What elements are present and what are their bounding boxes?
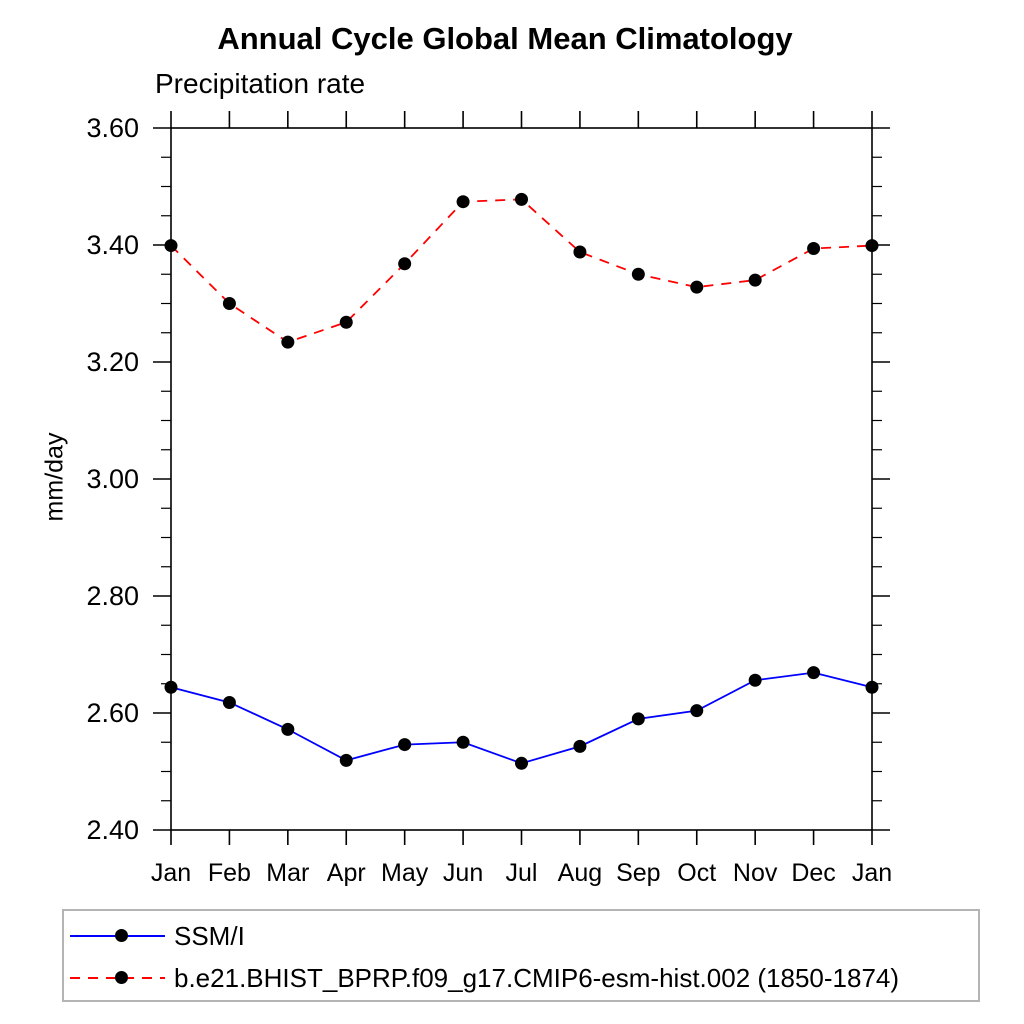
data-point-series-1	[573, 245, 587, 259]
series-line-1	[170, 198, 873, 344]
data-point-series-1	[281, 335, 295, 349]
x-tick-label: Jul	[506, 859, 538, 887]
data-point-series-0	[690, 704, 704, 718]
legend-label: SSM/I	[174, 921, 245, 951]
series-line-0	[170, 671, 873, 765]
chart-title: Annual Cycle Global Mean Climatology	[217, 21, 793, 56]
x-tick-label: Oct	[677, 859, 716, 887]
x-tick-label: Feb	[208, 859, 251, 887]
data-point-series-1	[807, 242, 821, 256]
legend-label: b.e21.BHIST_BPRP.f09_g17.CMIP6-esm-hist.…	[174, 963, 900, 993]
x-tick-label: Apr	[327, 859, 366, 887]
y-tick-label: 2.40	[86, 815, 139, 845]
x-tick-label: Dec	[791, 859, 835, 887]
y-tick-label: 3.40	[86, 230, 139, 260]
y-tick-label: 2.60	[86, 698, 139, 728]
data-point-series-1	[339, 315, 353, 329]
x-tick-label: Sep	[616, 859, 660, 887]
data-point-series-1	[398, 257, 412, 271]
data-point-series-0	[281, 722, 295, 736]
data-point-series-0	[573, 739, 587, 753]
x-tick-label: Jan	[151, 859, 191, 887]
data-point-series-1	[865, 239, 879, 253]
data-point-series-0	[222, 695, 236, 709]
x-tick-label: May	[381, 859, 429, 887]
data-point-series-1	[690, 280, 704, 294]
legend-marker-dot	[115, 971, 128, 984]
y-tick-label: 3.20	[86, 347, 139, 377]
legend-marker-dot	[115, 929, 128, 942]
data-point-series-0	[456, 735, 470, 749]
legend-entry-ssmi: SSM/I	[68, 923, 976, 949]
x-tick-label: Mar	[266, 859, 309, 887]
x-tick-label: Jun	[443, 859, 483, 887]
legend-entry-model: b.e21.BHIST_BPRP.f09_g17.CMIP6-esm-hist.…	[68, 965, 976, 991]
data-point-series-1	[515, 192, 528, 206]
data-point-series-0	[515, 756, 528, 770]
y-tick-label: 3.60	[86, 113, 139, 143]
x-tick-label: Aug	[558, 859, 602, 887]
data-point-series-1	[222, 297, 236, 310]
y-tick-label: 2.80	[86, 581, 139, 611]
data-point-series-1	[456, 195, 470, 209]
data-point-series-1	[748, 273, 762, 287]
x-tick-label: Nov	[733, 859, 778, 887]
data-point-series-0	[807, 666, 821, 680]
y-tick-label: 3.00	[86, 464, 139, 494]
x-tick-label: Jan	[852, 859, 892, 887]
data-point-series-0	[164, 680, 178, 694]
data-point-series-0	[865, 680, 879, 694]
data-point-series-0	[748, 673, 762, 687]
chart-subtitle: Precipitation rate	[155, 68, 366, 99]
legend: SSM/I b.e21.BHIST_BPRP.f09_g17.CMIP6-esm…	[62, 909, 980, 1002]
data-point-series-0	[339, 753, 353, 767]
data-point-series-1	[631, 267, 645, 281]
data-point-series-0	[398, 738, 412, 752]
data-point-series-0	[631, 712, 645, 726]
data-point-series-1	[164, 239, 178, 253]
